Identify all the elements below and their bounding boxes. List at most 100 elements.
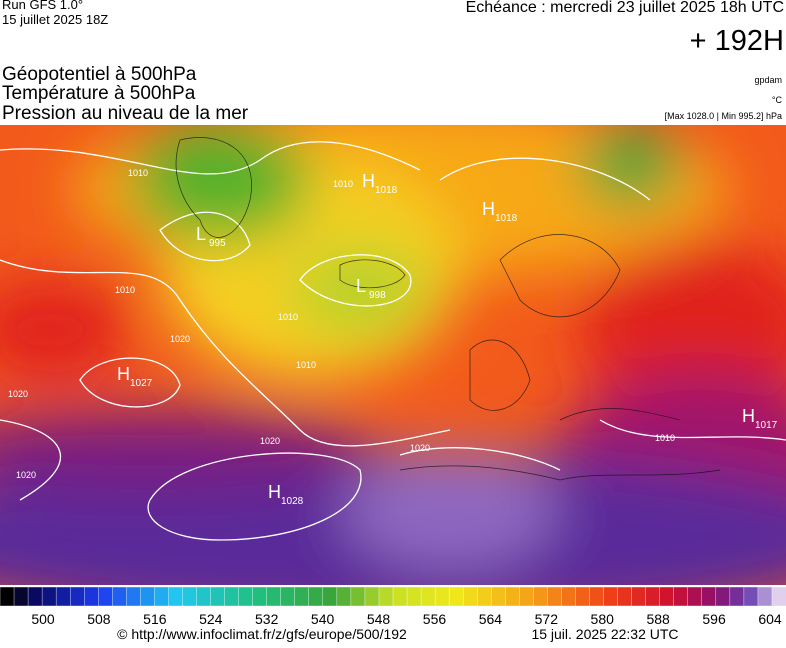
colorbar-label: 540	[311, 611, 335, 627]
pressure-range: [Max 1028.0 | Min 995.2] hPa	[665, 111, 782, 121]
colorbar-label: 556	[423, 611, 447, 627]
colorbar-swatch	[13, 586, 29, 607]
colorbar-swatch	[27, 586, 43, 607]
colorbar-swatch	[210, 586, 226, 607]
colorbar-swatch	[84, 586, 99, 607]
pressure-value: 995	[209, 238, 226, 249]
colorbar-swatch	[154, 586, 170, 607]
unit-gpdam: gpdam	[754, 75, 782, 85]
colorbar-swatch	[547, 586, 563, 607]
colorbar-swatch	[561, 586, 577, 607]
colorbar-swatch	[701, 586, 717, 607]
colorbar-swatch	[378, 586, 394, 607]
isobar-label: 1020	[16, 470, 36, 480]
pressure-value: 1028	[281, 496, 304, 507]
colorbar-swatch	[771, 586, 786, 607]
pressure-letter: H	[117, 364, 130, 384]
pressure-value: 1017	[755, 420, 778, 431]
pressure-value: 1018	[495, 213, 518, 224]
colorbar-swatch	[364, 586, 380, 607]
isobar-label: 1010	[128, 168, 148, 178]
colorbar-swatch	[350, 586, 366, 607]
colorbar-swatch	[308, 586, 324, 607]
colorbar-label: 500	[31, 611, 55, 627]
colorbar-swatch	[519, 586, 535, 607]
colorbar-swatch	[69, 586, 85, 607]
colorbar-label: 604	[758, 611, 782, 627]
colorbar-swatch	[603, 586, 619, 607]
colorbar-label: 572	[535, 611, 559, 627]
colorbar-swatch	[533, 586, 549, 607]
colorbar-swatch	[196, 586, 212, 607]
colorbar-swatch	[336, 586, 352, 607]
isobar-label: 1010	[278, 312, 298, 322]
colorbar-swatch	[238, 586, 254, 607]
colorbar-swatch	[645, 586, 661, 607]
colorbar-swatch	[462, 586, 478, 607]
colorbar: 500 508 516 524 532 540 548 556 564 572 580 588 596 6…	[0, 586, 786, 627]
colorbar-swatch	[41, 586, 57, 607]
pressure-value: 1018	[375, 185, 398, 196]
colorbar-swatch	[266, 586, 282, 607]
unit-celsius: °C	[772, 95, 783, 105]
colorbar-label: 516	[143, 611, 167, 627]
colorbar-swatch	[98, 586, 113, 607]
pressure-letter: L	[356, 276, 366, 296]
colorbar-label: 564	[479, 611, 503, 627]
colorbar-swatch	[224, 586, 240, 607]
pressure-letter: H	[742, 406, 755, 426]
colorbar-swatch	[757, 586, 773, 607]
colorbar-swatch	[294, 586, 310, 607]
pressure-letter: H	[362, 171, 375, 191]
colorbar-swatch	[477, 586, 492, 607]
colorbar-swatch	[659, 586, 675, 607]
colorbar-swatch	[575, 586, 591, 607]
colorbar-swatch	[126, 586, 142, 607]
isobar-label: 1020	[8, 389, 28, 399]
lead-time: + 192H	[690, 25, 784, 57]
colorbar-label: 532	[255, 611, 279, 627]
pressure-letter: H	[482, 199, 495, 219]
footer-url: © http://www.infoclimat.fr/z/gfs/europe/…	[117, 626, 407, 642]
pressure-letter: H	[268, 482, 281, 502]
colorbar-swatch	[617, 586, 633, 607]
pressure-letter: L	[196, 224, 206, 244]
isobar-label: 1010	[115, 285, 135, 295]
colorbar-swatch	[252, 586, 268, 607]
colorbar-label: 508	[87, 611, 111, 627]
colorbar-swatch	[589, 586, 605, 607]
isobar-label: 1010	[296, 360, 316, 370]
colorbar-swatch	[673, 586, 689, 607]
colorbar-label: 524	[199, 611, 223, 627]
colorbar-swatch	[434, 586, 450, 607]
colorbar-swatch	[112, 586, 128, 607]
run-date: 15 juillet 2025 18Z	[2, 12, 108, 27]
title-pressure: Pression au niveau de la mer	[2, 103, 249, 124]
isobar-label: 1020	[410, 443, 430, 453]
colorbar-swatch	[631, 586, 647, 607]
footer-date: 15 juil. 2025 22:32 UTC	[531, 626, 678, 642]
colorbar-swatch	[715, 586, 731, 607]
isobar-label: 1010	[655, 433, 675, 443]
run-label: Run GFS 1.0°	[2, 0, 83, 12]
colorbar-swatch	[687, 586, 703, 607]
title-temperature: Température à 500hPa	[2, 83, 196, 104]
colorbar-swatch	[280, 586, 296, 607]
pressure-value: 998	[369, 290, 386, 301]
colorbar-swatch	[729, 586, 745, 607]
colorbar-label: 596	[702, 611, 726, 627]
colorbar-label: 580	[591, 611, 615, 627]
colorbar-swatch	[55, 586, 71, 607]
validity: Echéance : mercredi 23 juillet 2025 18h …	[466, 0, 784, 16]
isobar-label: 1020	[260, 436, 280, 446]
colorbar-label: 548	[367, 611, 391, 627]
colorbar-swatch	[448, 586, 464, 607]
colorbar-swatch	[182, 586, 198, 607]
colorbar-swatch	[392, 586, 408, 607]
colorbar-swatch	[168, 586, 184, 607]
colorbar-label: 588	[646, 611, 670, 627]
colorbar-swatch	[140, 586, 156, 607]
pressure-value: 1027	[130, 378, 153, 389]
isobar-label: 1010	[333, 179, 353, 189]
